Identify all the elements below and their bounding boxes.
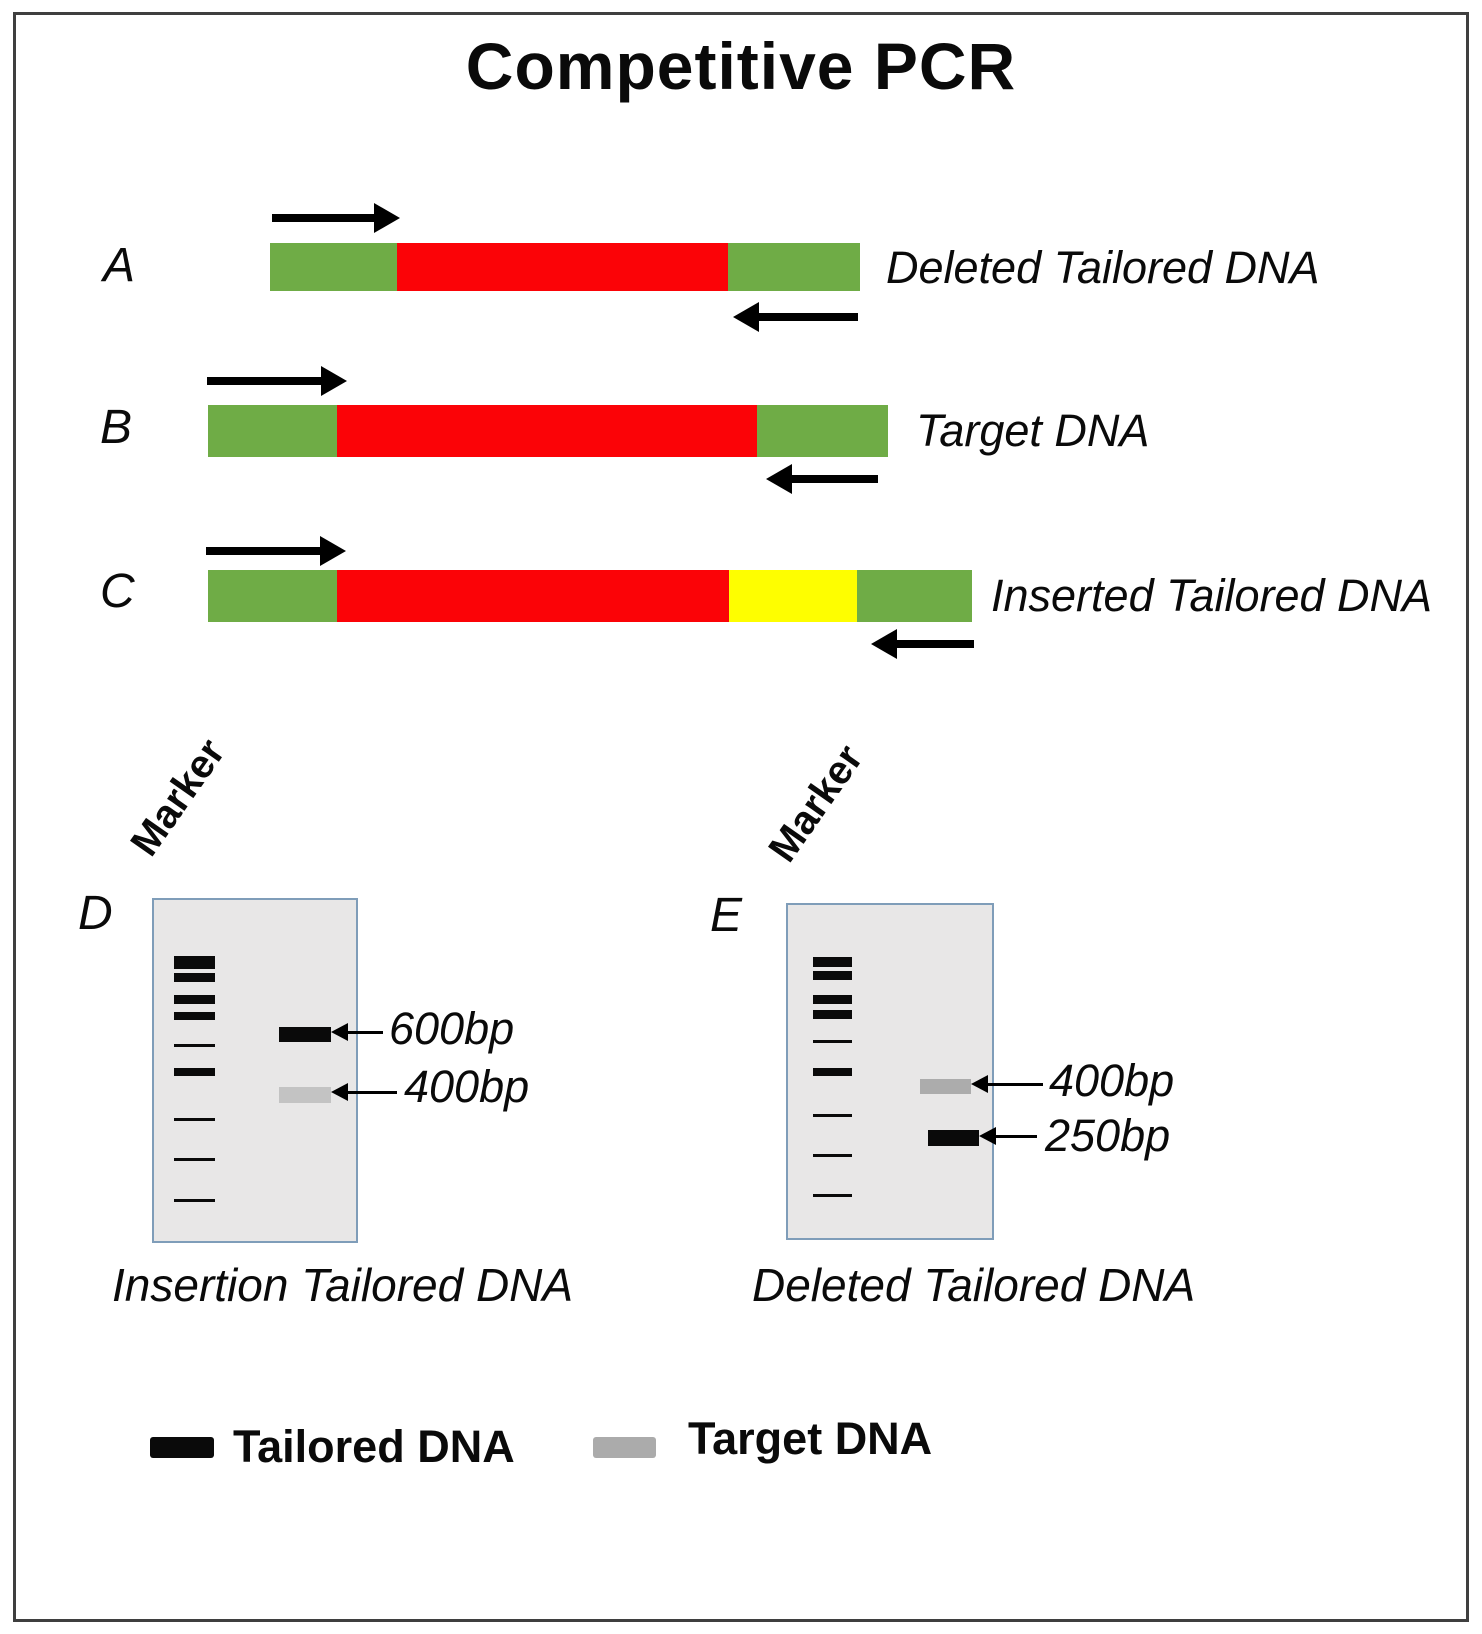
arrow-shaft	[345, 1091, 397, 1094]
dna-segment-core	[397, 243, 728, 291]
marker-ladder-band	[174, 973, 215, 982]
marker-ladder-band	[813, 971, 852, 980]
construct-b-letter: B	[100, 401, 133, 454]
legend-target-dna-swatch	[593, 1437, 656, 1458]
marker-ladder-band	[174, 1012, 215, 1020]
dna-segment-insert	[729, 570, 857, 622]
marker-ladder-band	[174, 995, 215, 1004]
construct-a-letter: A	[103, 239, 136, 292]
gel-d-600bp-label: 600bp	[389, 1003, 515, 1054]
construct-c-label: Inserted Tailored DNA	[991, 570, 1433, 621]
arrow-head	[766, 464, 792, 494]
construct-b-label: Target DNA	[916, 405, 1150, 456]
gel-d-letter: D	[78, 887, 113, 940]
forward-primer-arrow-c	[206, 536, 346, 566]
arrow-head	[733, 302, 759, 332]
marker-ladder-band	[813, 1068, 852, 1076]
gel-d-box	[152, 898, 358, 1243]
gel-d-400bp-label: 400bp	[404, 1061, 530, 1112]
arrow-head	[979, 1127, 996, 1145]
marker-ladder-band	[174, 1118, 215, 1121]
reverse-primer-arrow-c	[871, 629, 974, 659]
construct-c-letter: C	[100, 565, 135, 618]
sample-band-tailored-dna-250bp	[928, 1130, 979, 1146]
arrow-head	[871, 629, 897, 659]
legend-tailored-dna-label: Tailored DNA	[233, 1421, 515, 1472]
figure-frame	[13, 12, 1469, 1622]
gel-e-250bp-arrow	[979, 1127, 1037, 1145]
figure-title: Competitive PCR	[465, 29, 1017, 103]
construct-a-bar	[270, 243, 860, 291]
marker-ladder-band	[174, 1199, 215, 1202]
arrow-head	[331, 1023, 348, 1041]
gel-e-box	[786, 903, 994, 1240]
dna-segment-flank	[857, 570, 972, 622]
arrow-head	[320, 536, 346, 566]
dna-segment-flank	[270, 243, 397, 291]
dna-segment-flank	[208, 405, 337, 457]
sample-band-target-dna-400bp	[920, 1079, 971, 1094]
marker-ladder-band	[813, 1194, 852, 1197]
arrow-shaft	[206, 547, 322, 555]
dna-segment-flank	[757, 405, 888, 457]
sample-band-tailored-dna-600bp	[279, 1027, 331, 1042]
reverse-primer-arrow-a	[733, 302, 858, 332]
gel-e-letter: E	[710, 889, 743, 942]
gel-d-caption: Insertion Tailored DNA	[112, 1259, 574, 1311]
dna-segment-core	[337, 405, 757, 457]
dna-segment-flank	[728, 243, 860, 291]
legend-target-dna-label: Target DNA	[688, 1413, 933, 1464]
gel-d-600bp-arrow	[331, 1023, 383, 1041]
reverse-primer-arrow-b	[766, 464, 878, 494]
marker-ladder-band	[813, 1010, 852, 1019]
marker-ladder-band	[813, 1154, 852, 1157]
gel-d-400bp-arrow	[331, 1083, 397, 1101]
marker-ladder-band	[174, 1068, 215, 1076]
arrow-shaft	[207, 377, 323, 385]
marker-ladder-band	[813, 957, 852, 967]
gel-e-caption: Deleted Tailored DNA	[752, 1259, 1196, 1311]
marker-ladder-band	[174, 1158, 215, 1161]
marker-ladder-band	[174, 1044, 215, 1047]
legend-tailored-dna-swatch	[150, 1437, 214, 1458]
arrow-shaft	[757, 313, 858, 321]
gel-e-400bp-arrow	[971, 1075, 1043, 1093]
marker-ladder-band	[813, 1040, 852, 1043]
arrow-head	[374, 203, 400, 233]
sample-band-target-dna-400bp	[279, 1087, 331, 1103]
dna-segment-core	[337, 570, 729, 622]
arrow-shaft	[790, 475, 878, 483]
arrow-head	[331, 1083, 348, 1101]
arrow-head	[971, 1075, 988, 1093]
forward-primer-arrow-b	[207, 366, 347, 396]
gel-e-250bp-label: 250bp	[1045, 1110, 1171, 1161]
arrow-shaft	[272, 214, 376, 222]
arrow-shaft	[985, 1083, 1043, 1086]
marker-ladder-band	[174, 956, 215, 969]
arrow-shaft	[895, 640, 974, 648]
gel-e-400bp-label: 400bp	[1049, 1055, 1175, 1106]
arrow-head	[321, 366, 347, 396]
construct-a-label: Deleted Tailored DNA	[886, 242, 1320, 293]
forward-primer-arrow-a	[272, 203, 400, 233]
dna-segment-flank	[208, 570, 337, 622]
marker-ladder-band	[813, 995, 852, 1004]
marker-ladder-band	[813, 1114, 852, 1117]
arrow-shaft	[345, 1031, 383, 1034]
construct-c-bar	[208, 570, 972, 622]
construct-b-bar	[208, 405, 888, 457]
arrow-shaft	[993, 1135, 1037, 1138]
